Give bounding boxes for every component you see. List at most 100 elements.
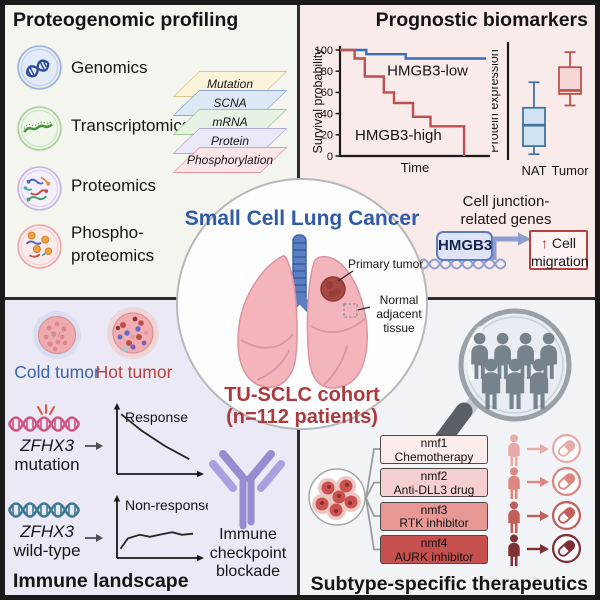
km-series-label: HMGB3-low: [387, 62, 468, 79]
gene-name: ZFHX3: [20, 522, 74, 541]
pill-icon-nmf3: [551, 500, 582, 531]
primary-tumor-blob: [320, 276, 346, 302]
dna-wildtype-icon: [7, 502, 81, 518]
km-tick-label: 40: [321, 108, 333, 120]
nmf2-therapy: Anti-DLL3 drug: [393, 482, 475, 497]
layer-phosphorylation: Phosphorylation: [172, 147, 288, 173]
nmf1-name: nmf1: [420, 436, 448, 450]
km-series-label: HMGB3-high: [355, 127, 442, 144]
nmf4-box: nmf4 AURK inhibitor: [380, 535, 488, 564]
box-category-label: NAT: [521, 163, 546, 178]
arrow-right-icon: [527, 444, 549, 454]
primary-tumor-label: Primary tumor: [348, 257, 424, 271]
hot-tumor-label: Hot tumor: [95, 362, 173, 382]
cell-migration-label: Cell migration: [531, 235, 589, 269]
kaplan-meier-plot: 0 20 40 60 80 100 HMGB3-low HMGB3-high Time Survi…: [313, 45, 490, 175]
genomics-icon: [17, 45, 62, 90]
pill-icon-nmf1: [551, 433, 582, 464]
nmf2-name: nmf2: [420, 469, 448, 483]
dna-wave-icon: [417, 258, 506, 270]
nmf2-box: nmf2 Anti-DLL3 drug: [380, 468, 488, 497]
km-ylabel: Survival probability: [313, 48, 325, 154]
box-iqr: [558, 66, 582, 95]
cohort-name: TU-SCLC cohort: [224, 384, 380, 406]
magnifier-cohort-icon: [432, 308, 572, 451]
arrow-right-icon: [85, 534, 103, 542]
km-curve: [340, 48, 466, 156]
cold-tumor-label: Cold tumor: [14, 362, 100, 382]
protein-expression-boxplot: NAT Tumor Protein expression: [492, 42, 589, 178]
km-curve: [340, 48, 486, 60]
cell-migration-box: ↑ Cell migration: [529, 230, 589, 270]
layer-phosphorylation-label: Phosphorylation: [187, 153, 274, 167]
zfhx3-wildtype-label: ZFHX3 wild-type: [4, 522, 90, 560]
non-response-plot: Non-response: [113, 495, 208, 562]
km-xlabel: Time: [401, 160, 429, 175]
label-transcriptomics: Transcriptomics: [71, 116, 191, 135]
gene-state: mutation: [14, 455, 80, 474]
gene-state: wild-type: [13, 541, 81, 560]
nmf3-box: nmf3 RTK inhibitor: [380, 501, 488, 531]
arrow-right-icon: [85, 442, 103, 450]
pill-icon-nmf4: [551, 533, 582, 564]
immune-checkpoint-blockade-label: Immune checkpoint blockade: [209, 526, 287, 580]
mini-line: [119, 531, 194, 550]
nmf3-name: nmf3: [420, 502, 448, 517]
dna-mutated-icon: [7, 404, 81, 432]
title-proteogenomic-profiling: Proteogenomic profiling: [13, 9, 239, 31]
title-prognostic-biomarkers: Prognostic biomarkers: [375, 9, 588, 31]
primary-tumor-pointer: [337, 270, 354, 282]
mini-y-arrow: [113, 495, 121, 502]
mini-line: [120, 413, 190, 460]
nat-dashed-box: [343, 303, 358, 318]
center-circle: Small Cell Lung Cancer: [176, 178, 428, 430]
km-tick-label: 60: [321, 87, 333, 99]
label-phosphoproteomics: Phospho- proteomics: [71, 223, 155, 265]
title-subtype-therapeutics: Subtype-specific therapeutics: [310, 573, 588, 595]
hot-tumor-icon: [107, 307, 159, 359]
patient-icon-nmf2: [508, 467, 520, 500]
title-immune-landscape: Immune landscape: [13, 570, 189, 592]
nmf1-therapy: Chemotherapy: [394, 449, 474, 464]
nmf4-therapy: AURK inhibitor: [394, 549, 474, 564]
patient-icon-nmf4: [508, 534, 520, 567]
nmf4-name: nmf4: [420, 536, 448, 550]
arrow-right-icon: [527, 477, 549, 487]
elbow-arrow-icon: [491, 232, 531, 260]
nmf1-box: nmf1 Chemotherapy: [380, 435, 488, 464]
hmgb3-badge: HMGB3: [436, 231, 493, 261]
label-genomics: Genomics: [71, 58, 148, 77]
cold-tumor-icon: [33, 311, 81, 359]
transcriptomics-icon: [17, 106, 62, 151]
nat-pointer: [357, 306, 371, 311]
up-arrow-icon: ↑: [540, 235, 548, 251]
arrow-right-icon: [527, 511, 549, 521]
mini-x-arrow: [197, 470, 204, 478]
label-proteomics: Proteomics: [71, 176, 157, 195]
patient-icon-nmf1: [508, 434, 520, 467]
km-tick-label: 100: [315, 45, 333, 57]
km-tick-label: 0: [327, 151, 333, 163]
antibody-icon: [209, 450, 285, 530]
mini-label: Response: [125, 409, 188, 425]
cell-junction-label: Cell junction- related genes: [460, 193, 552, 228]
nmf3-therapy: RTK inhibitor: [399, 516, 469, 530]
normal-adjacent-tissue-label: Normal adjacent tissue: [376, 293, 422, 335]
box-iqr: [522, 106, 546, 147]
box-ylabel: Protein expression: [492, 49, 501, 153]
pill-icon-nmf2: [551, 466, 582, 497]
mini-x-arrow: [197, 554, 204, 562]
km-tick-label: 80: [321, 66, 333, 78]
cohort-size: (n=112 patients): [226, 406, 378, 428]
gene-name: ZFHX3: [20, 436, 74, 455]
center-title: Small Cell Lung Cancer: [184, 207, 420, 230]
arrow-right-icon: [527, 544, 549, 554]
proteomics-icon: [17, 166, 62, 211]
left-lung: [237, 255, 298, 388]
patient-icon-nmf3: [508, 500, 520, 533]
mini-y-arrow: [113, 403, 121, 410]
lungs-illustration: [237, 234, 371, 389]
tumor-cluster-icon: [308, 468, 366, 526]
box-category-label: Tumor: [551, 163, 589, 178]
